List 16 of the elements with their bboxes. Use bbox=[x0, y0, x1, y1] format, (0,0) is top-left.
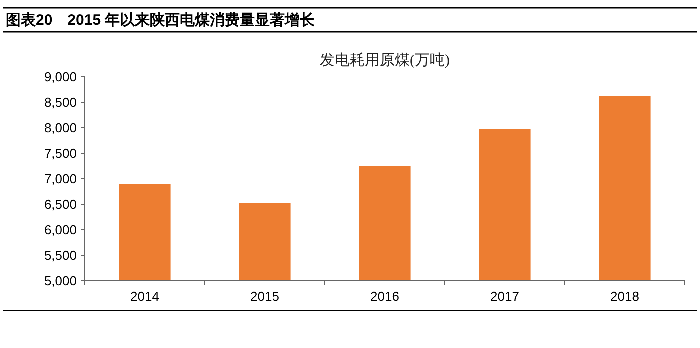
y-tick-label: 7,000 bbox=[44, 172, 77, 187]
y-tick-label: 7,500 bbox=[44, 146, 77, 162]
y-tick-label: 5,000 bbox=[44, 274, 77, 289]
y-tick-label: 9,000 bbox=[44, 70, 77, 85]
chart-title: 图表20 2015 年以来陕西电煤消费量显著增长 bbox=[6, 12, 316, 29]
x-tick-label: 2015 bbox=[250, 289, 280, 304]
y-tick-label: 8,000 bbox=[44, 120, 77, 136]
y-tick-label: 8,500 bbox=[44, 95, 77, 110]
y-tick-label: 5,500 bbox=[44, 248, 77, 264]
x-tick-label: 2014 bbox=[130, 289, 160, 304]
chart-subtitle: 发电耗用原煤(万吨) bbox=[320, 52, 450, 69]
x-tick-label: 2016 bbox=[370, 289, 400, 304]
y-tick-label: 6,000 bbox=[44, 222, 77, 238]
x-tick-label: 2018 bbox=[610, 289, 640, 304]
y-tick-label: 6,500 bbox=[44, 197, 77, 212]
x-tick-label: 2017 bbox=[490, 289, 520, 304]
